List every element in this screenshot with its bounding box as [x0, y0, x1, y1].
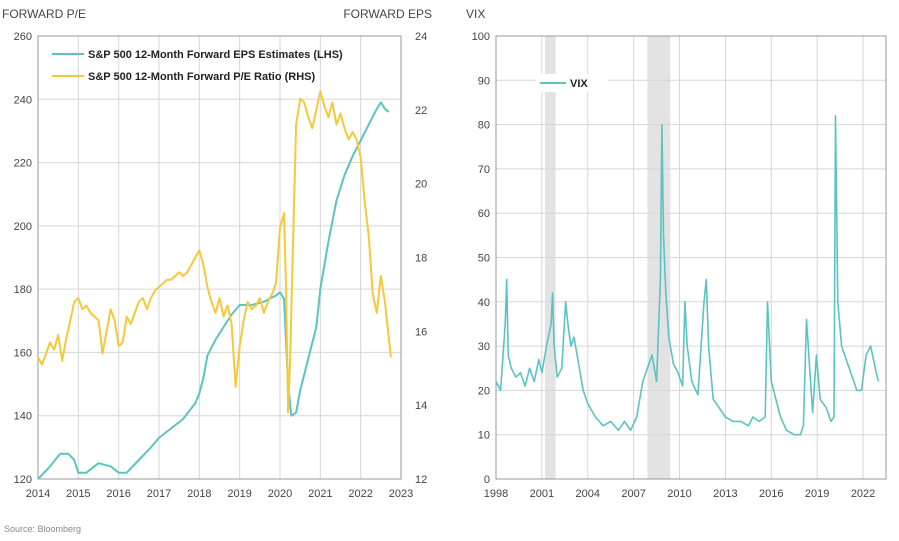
- left-chart-right-tick: 24: [415, 31, 427, 43]
- right-chart-x-tick: 2001: [530, 488, 554, 500]
- right-chart-y-tick: 60: [478, 208, 490, 220]
- left-chart-x-tick: 2017: [147, 488, 171, 500]
- legend-label-eps: S&P 500 12-Month Forward EPS Estimates (…: [88, 49, 343, 61]
- left-chart-right-tick: 16: [415, 326, 427, 338]
- right-chart-y-tick: 30: [478, 341, 490, 353]
- left-chart-x-tick: 2022: [348, 488, 372, 500]
- left-chart-legend: S&P 500 12-Month Forward EPS Estimates (…: [52, 49, 343, 83]
- left-chart-left-tick: 260: [14, 31, 32, 43]
- right-chart-y-tick: 10: [478, 430, 490, 442]
- legend-label-pe: S&P 500 12-Month Forward P/E Ratio (RHS): [88, 71, 316, 83]
- vix-line: [495, 114, 880, 436]
- right-chart-y-tick: 70: [478, 164, 490, 176]
- left-chart-left-tick: 120: [14, 474, 32, 486]
- left-chart-left-tick: 240: [14, 94, 32, 106]
- left-chart-right-axis-title: FORWARD EPS: [343, 7, 432, 21]
- right-chart-axis-title: VIX: [466, 7, 485, 21]
- left-chart-left-tick: 220: [14, 158, 32, 170]
- right-chart-y-tick: 20: [478, 385, 490, 397]
- right-chart-y-tick: 90: [478, 75, 490, 87]
- right-chart-x-tick: 2010: [667, 488, 691, 500]
- left-chart-right-tick: 18: [415, 253, 427, 265]
- left-chart-left-tick: 160: [14, 347, 32, 359]
- left-chart: FORWARD P/E FORWARD EPS 260 240 220 200 180 1…: [2, 7, 432, 500]
- right-chart-x-tick: 2013: [713, 488, 737, 500]
- left-chart-left-tick: 140: [14, 411, 32, 423]
- left-chart-left-tick: 200: [14, 221, 32, 233]
- pe-ratio-line: [37, 90, 392, 414]
- left-chart-x-tick: 2020: [268, 488, 292, 500]
- left-chart-right-tick-labels: 24 22 20 18 16 14 12: [415, 31, 427, 486]
- right-chart-x-tick: 2016: [759, 488, 783, 500]
- left-chart-x-tick: 2018: [187, 488, 211, 500]
- left-chart-series: [37, 90, 392, 480]
- left-chart-x-tick-labels: 2014 2015 2016 2017 2018 2019 2020 2021 2022 2023: [26, 488, 413, 500]
- right-chart-x-tick: 1998: [484, 488, 508, 500]
- right-chart-plot-frame: [495, 35, 887, 480]
- left-chart-x-tick: 2016: [106, 488, 130, 500]
- source-note: Source: Bloomberg: [4, 524, 81, 534]
- right-chart-series: [495, 114, 880, 436]
- right-chart-x-tick: 2019: [805, 488, 829, 500]
- left-chart-left-tick: 180: [14, 284, 32, 296]
- eps-estimates-line: [37, 101, 390, 480]
- right-chart-x-tick: 2007: [621, 488, 645, 500]
- legend-box-vix: [536, 74, 608, 92]
- left-chart-plot-frame: [37, 35, 402, 480]
- right-chart-y-tick: 100: [472, 31, 490, 43]
- left-chart-right-tick: 22: [415, 105, 427, 117]
- right-chart-y-tick: 0: [484, 474, 490, 486]
- right-chart-y-tick: 80: [478, 120, 490, 132]
- right-chart-legend: VIX: [536, 74, 608, 92]
- left-chart-x-tick: 2019: [227, 488, 251, 500]
- left-chart-right-tick: 20: [415, 179, 427, 191]
- left-chart-x-tick: 2023: [389, 488, 413, 500]
- left-chart-left-axis-title: FORWARD P/E: [2, 7, 86, 21]
- legend-label-vix: VIX: [570, 78, 588, 90]
- right-chart-y-tick: 50: [478, 253, 490, 265]
- left-chart-x-tick: 2015: [66, 488, 90, 500]
- right-chart-x-tick: 2022: [851, 488, 875, 500]
- right-chart-x-tick: 2004: [576, 488, 600, 500]
- left-chart-right-tick: 14: [415, 400, 427, 412]
- left-chart-x-tick: 2014: [26, 488, 50, 500]
- left-chart-gridlines: [37, 35, 402, 480]
- left-chart-left-tick-labels: 260 240 220 200 180 160 140 120: [14, 31, 32, 486]
- left-chart-right-tick: 12: [415, 474, 427, 486]
- right-chart-x-tick-labels: 1998 2001 2004 2007 2010 2013 2016 2019 2022: [484, 488, 876, 500]
- right-chart-y-tick: 40: [478, 297, 490, 309]
- left-chart-x-tick: 2021: [308, 488, 332, 500]
